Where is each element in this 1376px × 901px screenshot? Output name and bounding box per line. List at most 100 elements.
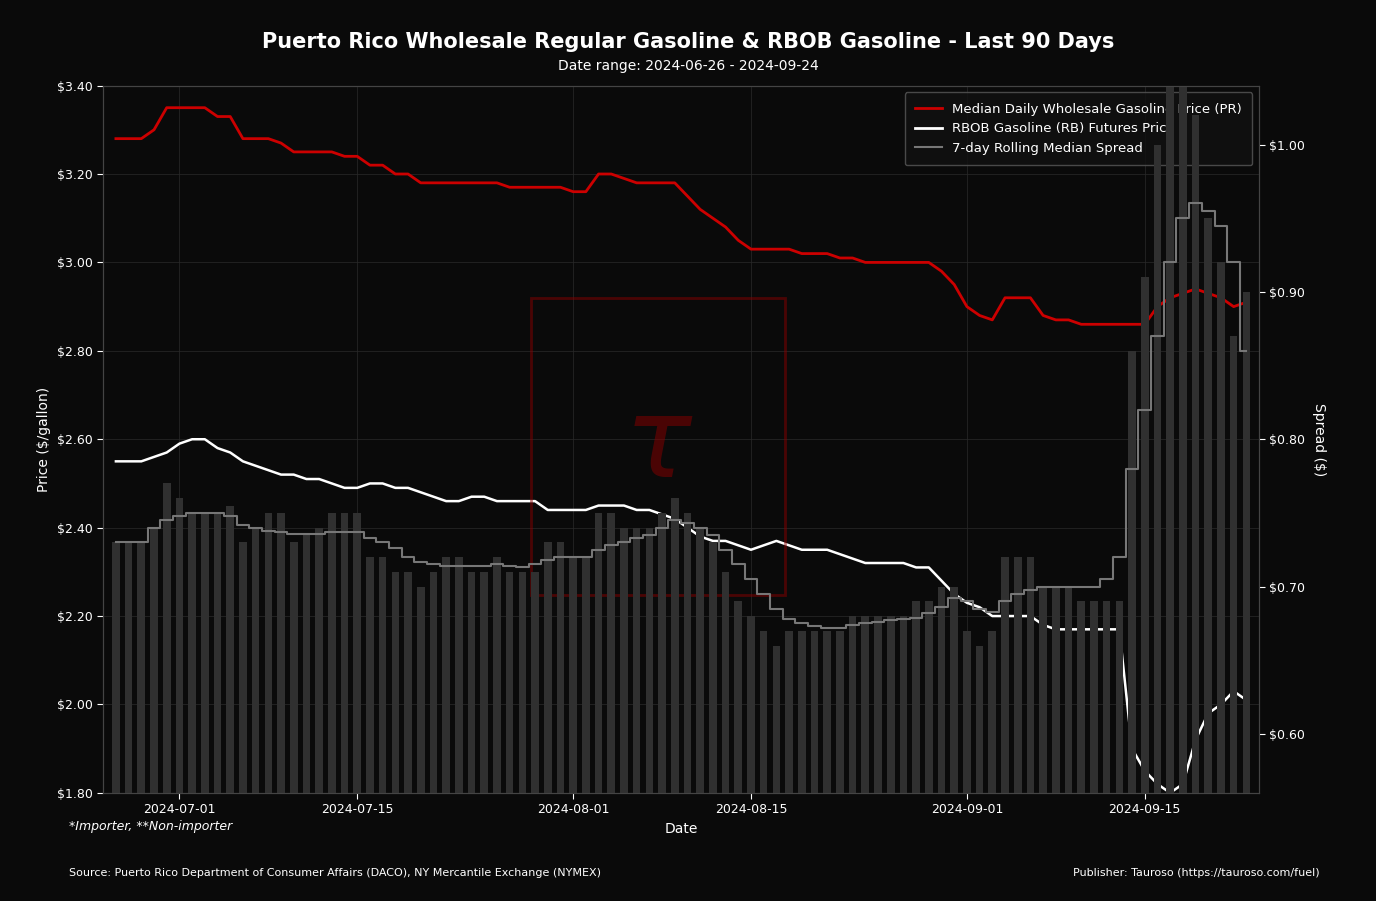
Bar <box>1065 587 1072 901</box>
Bar <box>1192 115 1200 901</box>
Bar <box>837 631 843 901</box>
Bar <box>912 601 921 901</box>
Bar <box>405 572 411 901</box>
Bar <box>506 572 513 901</box>
Y-axis label: Spread ($): Spread ($) <box>1313 403 1326 476</box>
X-axis label: Date: Date <box>665 822 698 836</box>
Bar <box>1153 144 1161 901</box>
Bar <box>1243 292 1251 901</box>
Bar <box>480 572 488 901</box>
Bar <box>849 616 856 901</box>
Bar <box>227 505 234 901</box>
Bar <box>544 542 552 901</box>
Bar <box>201 513 209 901</box>
Bar <box>264 513 272 901</box>
Bar <box>1053 587 1060 901</box>
Bar <box>1167 86 1174 901</box>
Bar <box>290 542 297 901</box>
Bar <box>1090 601 1098 901</box>
Bar <box>213 513 222 901</box>
Text: Publisher: Tauroso (https://tauroso.com/fuel): Publisher: Tauroso (https://tauroso.com/… <box>1073 869 1320 878</box>
Bar <box>354 513 361 901</box>
Bar <box>696 528 705 901</box>
Legend: Median Daily Wholesale Gasoline Price (PR), RBOB Gasoline (RB) Futures Price, 7-: Median Daily Wholesale Gasoline Price (P… <box>904 92 1252 166</box>
Bar <box>111 542 120 901</box>
Bar <box>1218 262 1225 901</box>
Bar <box>442 557 450 901</box>
Bar <box>277 513 285 901</box>
Bar <box>162 484 171 901</box>
Bar <box>366 557 374 901</box>
Bar <box>303 535 310 901</box>
Bar <box>1077 601 1086 901</box>
Bar <box>315 528 323 901</box>
Bar <box>392 572 399 901</box>
Bar <box>633 528 640 901</box>
Bar <box>772 645 780 901</box>
Bar <box>951 587 958 901</box>
Text: Puerto Rico Wholesale Regular Gasoline & RBOB Gasoline - Last 90 Days: Puerto Rico Wholesale Regular Gasoline &… <box>261 32 1115 51</box>
Bar <box>823 631 831 901</box>
Bar <box>1026 557 1035 901</box>
Bar <box>570 557 577 901</box>
Bar <box>1128 350 1135 901</box>
Bar <box>125 542 132 901</box>
Bar <box>747 616 755 901</box>
Bar <box>735 601 742 901</box>
Bar <box>963 631 970 901</box>
Bar <box>988 631 996 901</box>
Bar <box>138 542 144 901</box>
Bar <box>378 557 387 901</box>
Bar <box>252 528 260 901</box>
Bar <box>341 513 348 901</box>
Bar <box>239 542 246 901</box>
Text: Date range: 2024-06-26 - 2024-09-24: Date range: 2024-06-26 - 2024-09-24 <box>557 59 819 73</box>
Bar <box>722 572 729 901</box>
Bar <box>1039 587 1047 901</box>
Bar <box>417 587 425 901</box>
Bar <box>455 557 462 901</box>
Bar <box>150 528 158 901</box>
Bar <box>1179 71 1186 901</box>
Bar <box>925 601 933 901</box>
Text: τ: τ <box>625 393 692 500</box>
Bar <box>671 498 678 901</box>
Bar <box>582 557 590 901</box>
Bar <box>607 513 615 901</box>
Bar <box>1141 278 1149 901</box>
Bar <box>1204 218 1212 901</box>
Bar <box>493 557 501 901</box>
Bar <box>594 513 603 901</box>
Bar <box>658 513 666 901</box>
Bar <box>709 542 717 901</box>
Bar <box>760 631 768 901</box>
Bar <box>684 513 691 901</box>
Bar <box>798 631 805 901</box>
Bar <box>327 513 336 901</box>
Bar <box>900 616 907 901</box>
Bar <box>557 542 564 901</box>
Bar <box>874 616 882 901</box>
Bar <box>1002 557 1009 901</box>
Bar <box>810 631 819 901</box>
Bar <box>621 528 627 901</box>
Bar <box>1014 557 1021 901</box>
Text: *Importer, **Non-importer: *Importer, **Non-importer <box>69 821 233 833</box>
Bar <box>976 645 984 901</box>
Bar <box>176 498 183 901</box>
Bar <box>519 572 526 901</box>
Bar <box>531 297 786 595</box>
Y-axis label: Price ($/gallon): Price ($/gallon) <box>37 387 51 492</box>
Bar <box>937 587 945 901</box>
Bar <box>531 572 539 901</box>
Bar <box>1230 336 1237 901</box>
Bar <box>1116 601 1123 901</box>
Bar <box>1102 601 1110 901</box>
Bar <box>429 572 438 901</box>
Bar <box>645 528 654 901</box>
Bar <box>786 631 793 901</box>
Bar <box>468 572 475 901</box>
Bar <box>189 513 195 901</box>
Text: Source: Puerto Rico Department of Consumer Affairs (DACO), NY Mercantile Exchang: Source: Puerto Rico Department of Consum… <box>69 869 601 878</box>
Bar <box>861 616 870 901</box>
